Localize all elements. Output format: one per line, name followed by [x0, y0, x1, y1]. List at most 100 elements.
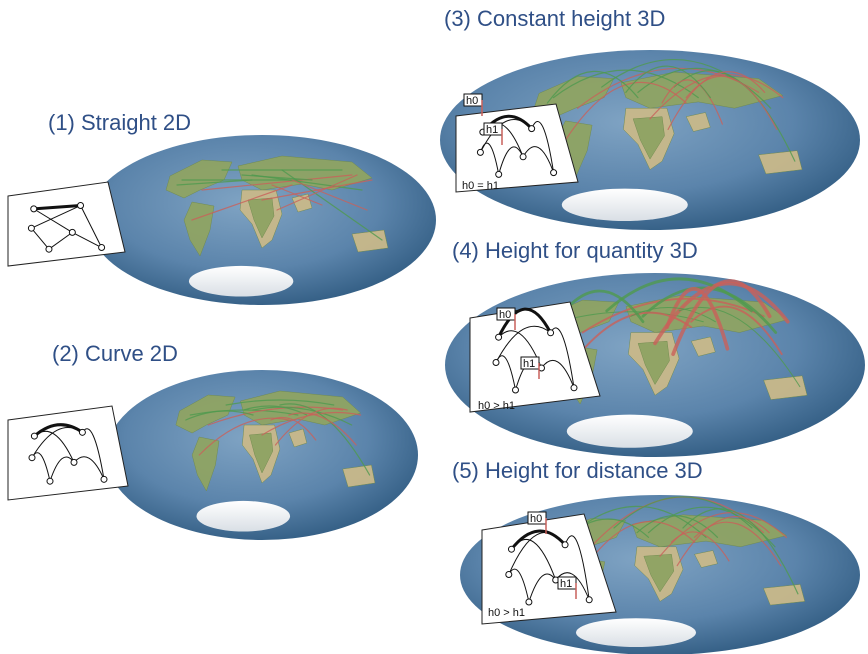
- inset-edge: [511, 539, 557, 581]
- flow-line: [682, 508, 799, 595]
- inset-condition-label: h0 > h1: [488, 607, 525, 619]
- inset-edge: [31, 427, 83, 458]
- inset-node: [30, 205, 38, 213]
- panel-title-straight-2d: (1) Straight 2D: [48, 110, 192, 135]
- flow-line: [678, 306, 801, 388]
- height-tag-h0: h0: [499, 309, 511, 321]
- africa-vegetation: [632, 116, 665, 160]
- arabia: [694, 550, 718, 568]
- flow-line: [552, 69, 699, 99]
- flow-line: [649, 73, 784, 120]
- eurasia: [620, 71, 784, 109]
- globe-straight-2d: [88, 135, 436, 305]
- inset-node: [492, 359, 500, 366]
- flow-line: [659, 512, 788, 557]
- north-america: [175, 394, 236, 434]
- inset-node: [547, 329, 555, 337]
- flow-line: [201, 174, 353, 191]
- inset-edge: [564, 535, 590, 600]
- height-tag-h1: h1: [560, 578, 572, 590]
- inset-diagram-curve-2d: [7, 405, 129, 501]
- arabia: [690, 336, 716, 357]
- flow-line: [661, 79, 724, 125]
- inset-edge: [48, 231, 73, 250]
- inset-node: [507, 545, 515, 553]
- panel-title-curve-2d: (2) Curve 2D: [52, 341, 178, 366]
- height-tag-h1: h1: [523, 358, 535, 370]
- height-tag-h1: h1: [486, 124, 498, 136]
- inset-node: [68, 228, 76, 236]
- inset-diagram-height-quantity-3d: h0 h1 h0 > h1: [469, 301, 601, 413]
- south-america: [191, 436, 220, 492]
- inset-node: [77, 202, 85, 210]
- africa-vegetation: [637, 340, 670, 386]
- antarctica: [188, 265, 294, 297]
- australia: [351, 229, 389, 253]
- flow-line: [276, 174, 358, 211]
- flow-line: [546, 70, 639, 104]
- inset-node: [495, 333, 503, 341]
- inset-node: [28, 454, 36, 462]
- australia: [342, 464, 376, 488]
- flow-line: [630, 307, 716, 323]
- inset-edge: [508, 532, 566, 575]
- arabia: [685, 112, 711, 132]
- inset-frame: [7, 405, 129, 501]
- inset-node: [45, 245, 53, 253]
- inset-edge: [72, 231, 102, 248]
- inset-edge: [550, 327, 575, 388]
- inset-node: [561, 541, 569, 549]
- inset-node: [27, 224, 35, 232]
- flow-line: [191, 184, 293, 221]
- inset-node: [550, 169, 558, 177]
- flow-line: [667, 71, 766, 131]
- flow-line: [581, 297, 765, 334]
- flow-line: [636, 515, 719, 538]
- inset-edge: [33, 204, 81, 211]
- inset-frame: [7, 181, 126, 267]
- inset-edge: [80, 205, 103, 248]
- inset-node: [505, 571, 513, 578]
- panel-title-height-distance-3d: (5) Height for distance 3D: [452, 458, 703, 483]
- inset-diagram-height-distance-3d: h0 h1 h0 > h1: [481, 511, 617, 625]
- flow-lines-curve-2d: [185, 399, 371, 476]
- flow-line: [605, 277, 753, 313]
- flow-line: [241, 174, 313, 181]
- flow-line: [665, 287, 730, 351]
- flow-line: [252, 406, 353, 426]
- flow-lines-height-quantity-3d: [551, 277, 801, 388]
- inset-edge: [495, 325, 551, 363]
- inset-node: [519, 153, 527, 161]
- inset-node: [70, 458, 78, 466]
- flow-line: [288, 412, 357, 446]
- antarctica: [561, 188, 688, 221]
- inset-edge: [34, 430, 75, 463]
- flow-line: [637, 67, 772, 109]
- inset-frame: [481, 513, 617, 625]
- globe-curve-2d: [106, 370, 418, 540]
- flow-line: [601, 58, 748, 88]
- africa-vegetation: [643, 554, 675, 593]
- inset-node: [476, 148, 484, 156]
- inset-node: [525, 598, 533, 606]
- inset-edge: [33, 208, 73, 233]
- flow-line: [176, 179, 253, 186]
- flow-line: [281, 169, 383, 241]
- flow-line: [274, 407, 348, 446]
- inset-edge: [522, 146, 555, 173]
- flow-line: [613, 496, 753, 529]
- inset-condition-label: h0 = h1: [462, 180, 499, 192]
- inset-edge: [479, 142, 500, 175]
- north-america: [165, 159, 233, 199]
- panel-title-height-quantity-3d: (4) Height for quantity 3D: [452, 238, 698, 263]
- eurasia: [237, 155, 373, 191]
- inset-edge: [31, 205, 81, 229]
- height-tag-h0: h0: [530, 513, 542, 525]
- flow-line: [185, 410, 254, 421]
- australia: [763, 375, 808, 400]
- inset-node: [495, 170, 503, 178]
- flow-line: [270, 416, 317, 441]
- antarctica: [566, 414, 693, 448]
